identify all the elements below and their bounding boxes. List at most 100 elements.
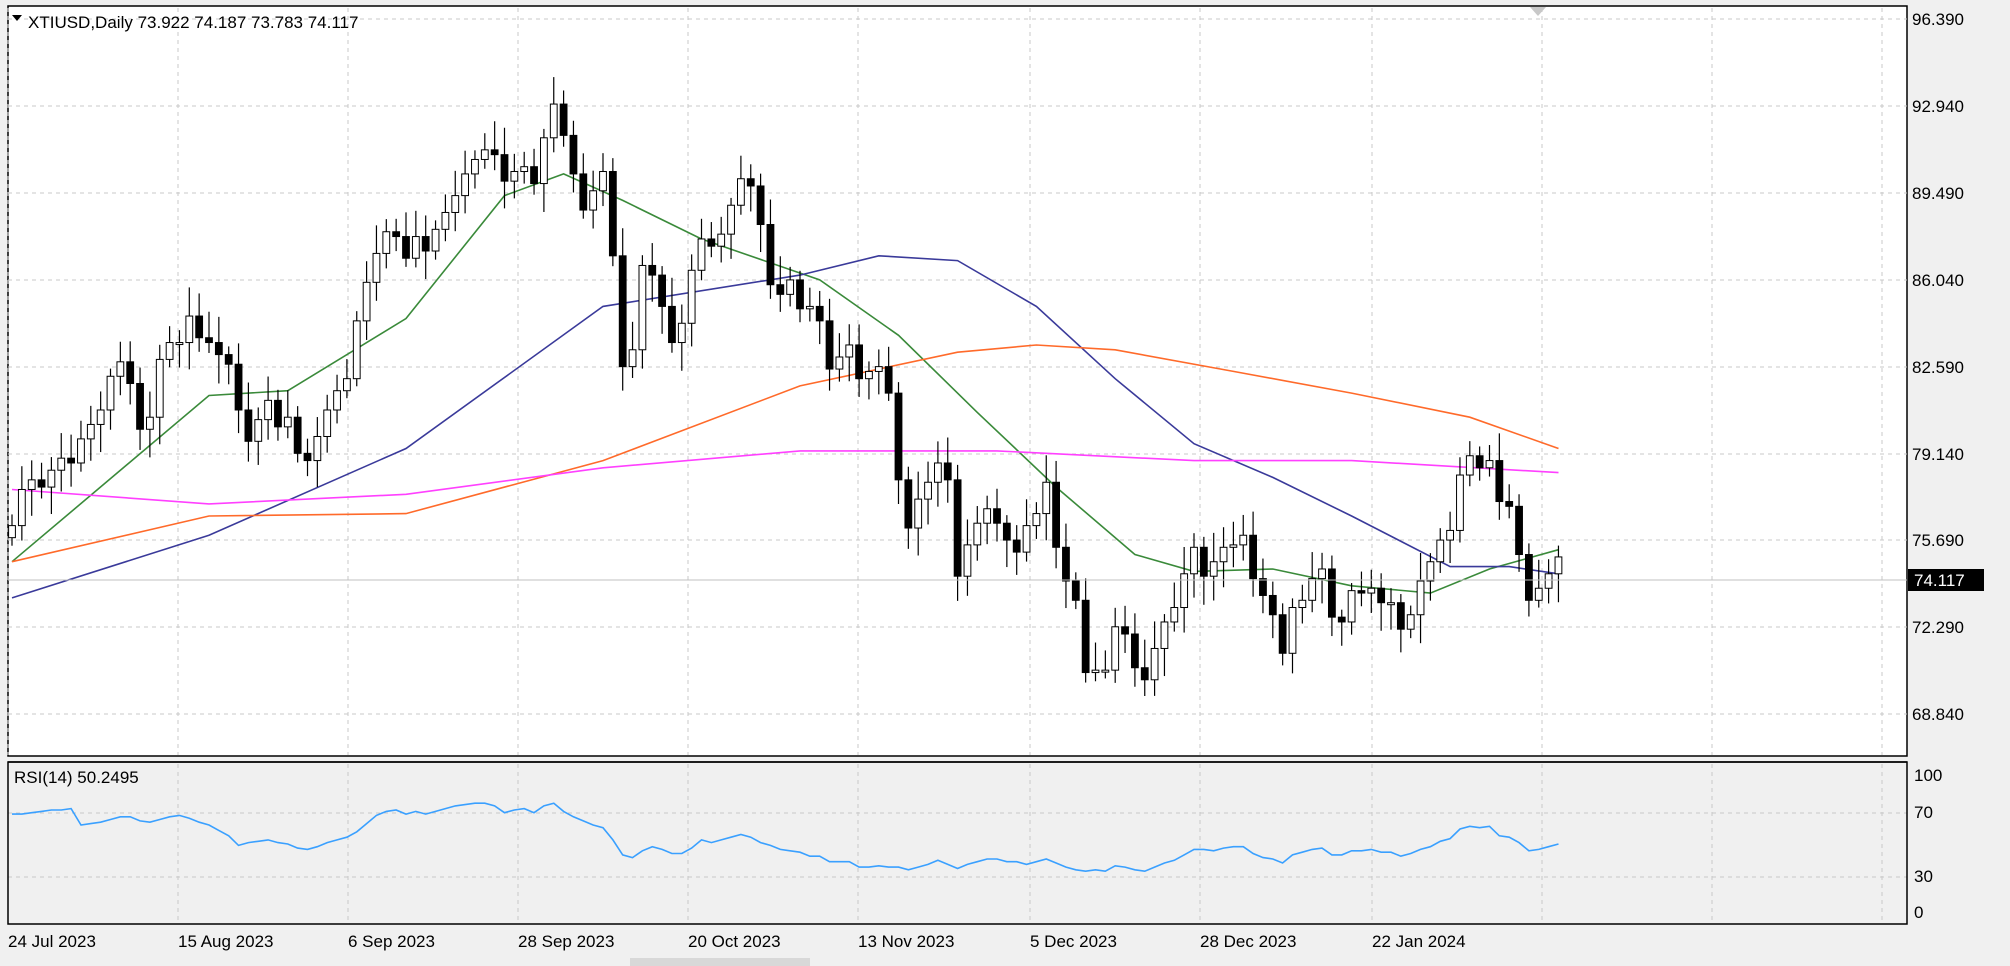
rsi-line [12, 802, 1559, 873]
candle-body-bearish [569, 134, 578, 175]
candle-body-bullish [1465, 455, 1474, 476]
candle-body-bullish [77, 438, 85, 464]
candle-body-bullish [185, 315, 194, 344]
candle-body-bullish [362, 281, 371, 322]
moving-average-line [11, 254, 1559, 599]
candle-body-bullish [599, 171, 607, 192]
candle-body-bullish [1180, 573, 1189, 609]
candle-body-bullish [1190, 546, 1198, 575]
main-chart-pane[interactable] [7, 5, 1908, 757]
candle-body-bearish [1357, 590, 1366, 594]
candle-body-bearish [136, 382, 144, 430]
candle-body-bearish [668, 305, 676, 344]
candle-body-bullish [1446, 529, 1454, 541]
candle-body-bearish [1081, 599, 1090, 674]
candle-body-bearish [1052, 481, 1060, 548]
candle-body-bullish [1308, 578, 1317, 601]
candle-body-bearish [392, 231, 401, 238]
candle-body-bearish [993, 508, 1001, 524]
horizontal-scrollbar[interactable] [630, 958, 810, 966]
candle-body-bullish [411, 236, 420, 259]
candle-body-bullish [165, 342, 174, 360]
candle-body-bullish [1091, 669, 1100, 674]
shift-marker-icon[interactable] [1530, 7, 1546, 16]
moving-average-line [11, 344, 1559, 563]
candle-body-bearish [1071, 580, 1080, 601]
candle-body-bearish [707, 238, 716, 247]
candle-body-bullish [343, 378, 351, 392]
candle-body-bearish [1140, 667, 1149, 681]
candle-body-bearish [1396, 602, 1405, 630]
candle-body-bullish [677, 322, 686, 344]
candle-body-bearish [1525, 554, 1533, 601]
rsi-tick: 30 [1914, 867, 1933, 886]
candle-body-bearish [904, 479, 913, 529]
candle-body-bullish [737, 178, 745, 206]
price-tick: 92.940 [1912, 97, 1964, 116]
candle-body-bearish [559, 103, 568, 136]
candle-body-bullish [1298, 599, 1307, 609]
candle-body-bullish [441, 211, 450, 230]
candle-body-bullish [372, 252, 381, 283]
candle-body-bullish [431, 228, 440, 252]
candle-body-bearish [1199, 546, 1208, 577]
candle-body-bearish [1495, 460, 1504, 503]
candle-body-bullish [1229, 544, 1238, 548]
price-tick: 72.290 [1912, 618, 1964, 637]
candle-body-bullish [175, 342, 184, 346]
candle-body-bullish [461, 173, 470, 197]
candle-body-bullish [116, 361, 125, 377]
candle-body-bearish [1249, 534, 1257, 580]
candle-body-bullish [333, 390, 341, 411]
candle-body-bullish [805, 305, 814, 310]
candle-body-bullish [1101, 669, 1110, 673]
price-tick: 68.840 [1912, 705, 1964, 724]
time-tick: 6 Sep 2023 [348, 932, 435, 951]
candle-body-bearish [244, 409, 253, 442]
candle-body-bullish [1042, 481, 1051, 515]
candle-body-bearish [500, 154, 509, 182]
candle-body-bullish [1318, 568, 1326, 580]
candle-body-bearish [274, 399, 282, 428]
time-axis: 24 Jul 2023 15 Aug 2023 6 Sep 2023 28 Se… [8, 932, 1466, 951]
rsi-pane[interactable] [7, 761, 1908, 925]
candle-body-bullish [1416, 580, 1425, 616]
candle-body-bearish [234, 363, 243, 411]
time-tick: 13 Nov 2023 [858, 932, 954, 951]
candle-body-bearish [1012, 539, 1021, 553]
candle-body-bearish [579, 173, 588, 211]
candle-body-bullish [687, 269, 696, 324]
price-tick: 89.490 [1912, 184, 1964, 203]
candle-body-bearish [1337, 616, 1346, 623]
rsi-tick: 70 [1914, 803, 1933, 822]
candle-body-bearish [1328, 568, 1336, 618]
candle-body-bearish [67, 457, 75, 464]
candle-body-bearish [825, 320, 834, 370]
candle-body-bearish [1505, 501, 1514, 507]
candle-body-bullish [1554, 556, 1563, 575]
candle-body-bearish [943, 462, 952, 481]
candle-body-bearish [421, 236, 430, 252]
candle-body-bearish [746, 178, 755, 187]
candle-body-bearish [1259, 578, 1267, 596]
candle-body-bullish [8, 525, 16, 539]
candle-body-bearish [776, 284, 785, 295]
candle-body-bullish [1111, 626, 1120, 671]
dropdown-triangle-icon[interactable] [12, 15, 22, 21]
candle-body-bearish [953, 479, 962, 577]
candle-body-bearish [1377, 587, 1386, 604]
candle-body-bearish [894, 392, 903, 481]
candle-body-bullish [57, 457, 66, 471]
candle-body-bullish [1150, 647, 1159, 681]
candle-body-bullish [697, 238, 706, 271]
candle-body-bullish [540, 137, 548, 185]
candle-body-bullish [924, 481, 932, 500]
candle-body-bullish [146, 416, 154, 430]
candle-body-bullish [96, 409, 105, 425]
candle-body-bearish [1002, 522, 1011, 541]
price-tick: 86.040 [1912, 271, 1964, 290]
candle-body-bearish [1475, 455, 1484, 469]
candle-body-bullish [106, 375, 115, 411]
candle-body-bullish [727, 204, 735, 235]
